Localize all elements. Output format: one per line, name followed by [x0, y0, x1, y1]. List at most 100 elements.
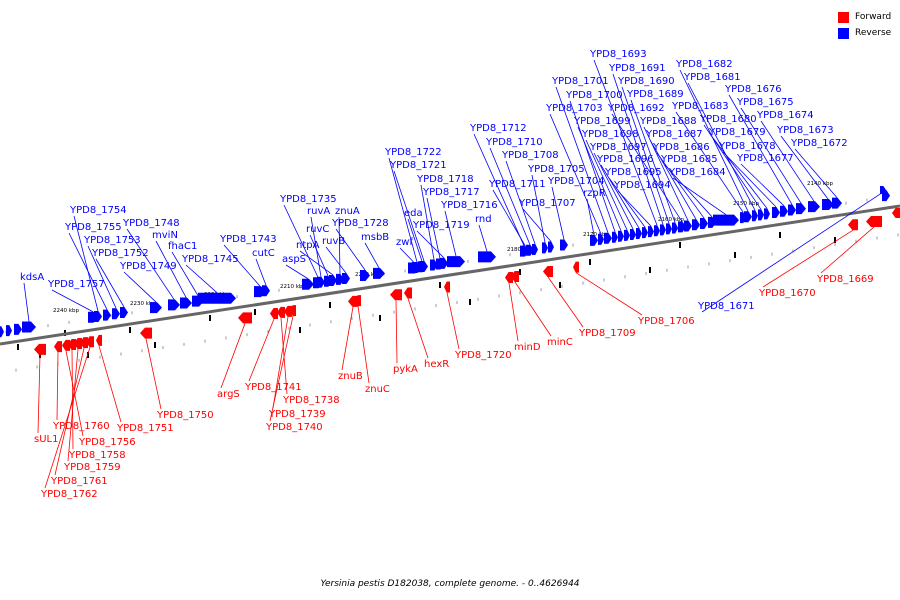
gene-label-ypd8-1716[interactable]: YPD8_1716 [440, 200, 498, 211]
gene-arrow-ypd8-1762[interactable] [86, 336, 94, 348]
gene-arrow-ntpa[interactable] [329, 274, 337, 286]
gene-arrow-minc[interactable] [511, 271, 519, 283]
gene-arrow-ypd8-1686[interactable] [700, 218, 708, 230]
gene-label-ypd8-1680[interactable]: YPD8_1680 [699, 114, 757, 125]
gene-label-asps[interactable]: aspS [282, 254, 306, 265]
gene-label-eda[interactable]: eda [404, 208, 423, 219]
gene-label-mvin[interactable]: mviN [152, 230, 178, 241]
gene-label-ypd8-1704[interactable]: YPD8_1704 [547, 176, 605, 187]
gene-arrow-ypd8-1740[interactable] [290, 305, 296, 317]
gene-arrow-ypd8-1690[interactable] [666, 223, 672, 235]
gene-label-ntpa[interactable]: ntpA [296, 240, 320, 251]
gene-label-ypd8-1689[interactable]: YPD8_1689 [626, 89, 684, 100]
gene-label-ypd8-1674[interactable]: YPD8_1674 [756, 110, 814, 121]
gene-arrow-ypd8-1711[interactable] [522, 245, 528, 257]
gene-arrow-ypd8-1761[interactable] [80, 337, 88, 349]
gene-arrow-ypd8-1741[interactable] [270, 307, 278, 319]
gene-label-msbb[interactable]: msbB [361, 232, 389, 243]
gene-label-rzpr[interactable]: rzpR [583, 188, 606, 199]
gene-arrow-ypd8-1696[interactable] [636, 228, 642, 240]
gene-label-ypd8-1697[interactable]: YPD8_1697 [589, 142, 647, 153]
gene-arrow-ypd8-1698[interactable] [624, 229, 630, 241]
gene-label-znuc[interactable]: znuC [365, 384, 390, 395]
gene-label-ypd8-1718[interactable]: YPD8_1718 [416, 174, 474, 185]
gene-arrow-ypd8-1703[interactable] [598, 233, 604, 245]
gene-arrow-ruvb[interactable] [342, 272, 350, 284]
gene-label-ypd8-1735[interactable]: YPD8_1735 [279, 194, 337, 205]
gene-arrow-ypd8-1683[interactable] [740, 212, 746, 224]
gene-label-ypd8-1751[interactable]: YPD8_1751 [116, 423, 174, 434]
gene-arrow-ypd8-1719[interactable] [440, 257, 448, 269]
gene-label-ypd8-1710[interactable]: YPD8_1710 [485, 137, 543, 148]
gene-label-pyka[interactable]: pykA [393, 364, 418, 375]
gene-label-ypd8-1686[interactable]: YPD8_1686 [652, 142, 710, 153]
gene-arrow-ypd8-1673[interactable] [822, 199, 834, 211]
gene-arrow-ypd8-1675[interactable] [796, 203, 806, 215]
gene-label-ypd8-1681[interactable]: YPD8_1681 [683, 72, 741, 83]
gene-arrow-ypd8-1676[interactable] [788, 204, 796, 216]
gene-arrow-ypd8-1700[interactable] [612, 231, 618, 243]
gene-label-ypd8-1758[interactable]: YPD8_1758 [68, 450, 126, 461]
gene-label-ypd8-1670[interactable]: YPD8_1670 [758, 288, 816, 299]
gene-label-ypd8-1693[interactable]: YPD8_1693 [589, 49, 647, 60]
gene-arrow-ypd8-1694[interactable] [648, 226, 654, 238]
gene-label-ypd8-1719[interactable]: YPD8_1719 [412, 220, 470, 231]
gene-arrow-ypd8-1699[interactable] [618, 230, 624, 242]
gene-label-ypd8-1703[interactable]: YPD8_1703 [545, 103, 603, 114]
gene-label-ypd8-1750[interactable]: YPD8_1750 [156, 410, 214, 421]
gene-label-ypd8-1755[interactable]: YPD8_1755 [64, 222, 122, 233]
gene-arrow-ypd8-1691[interactable] [660, 224, 666, 236]
gene-arrow-ypd8-1745[interactable] [198, 292, 236, 304]
gene-label-ypd8-1673[interactable]: YPD8_1673 [776, 125, 834, 136]
gene-arrow-cutc[interactable] [262, 285, 270, 297]
gene-arrow-ypd8-1677[interactable] [780, 205, 788, 217]
gene-arrow-ypd8-1738[interactable] [277, 306, 285, 318]
gene-label-ypd8-1761[interactable]: YPD8_1761 [50, 476, 108, 487]
gene-arrow-ypd8-1751[interactable] [96, 334, 102, 346]
gene-arrow-ypd8-1669[interactable] [866, 215, 882, 227]
gene-label-ypd8-1708[interactable]: YPD8_1708 [501, 150, 559, 161]
gene-arrow-ypd8-1707[interactable] [548, 241, 554, 253]
gene-arrow-ypd8-1709[interactable] [543, 265, 553, 277]
gene-label-ypd8-1760[interactable]: YPD8_1760 [52, 421, 110, 432]
gene-label-ypd8-1669[interactable]: YPD8_1669 [816, 274, 874, 285]
gene-arrow-ypd8-1749[interactable] [150, 302, 162, 314]
gene-arrow-eda[interactable] [418, 261, 426, 273]
gene-arrow-args[interactable] [238, 312, 252, 324]
gene-label-ypd8-1683[interactable]: YPD8_1683 [671, 101, 729, 112]
gene-label-ypd8-1740[interactable]: YPD8_1740 [265, 422, 323, 433]
gene-label-minc[interactable]: minC [547, 337, 573, 348]
gene-arrow-ypd8-1758[interactable] [68, 338, 76, 350]
gene-arrow-rnd[interactable] [478, 251, 496, 263]
gene-arrow-partial[interactable] [0, 326, 4, 338]
gene-arrow-mind[interactable] [505, 271, 513, 283]
gene-label-znua[interactable]: znuA [335, 206, 360, 217]
gene-label-sul1[interactable]: sUL1 [34, 434, 58, 445]
gene-arrow-sul1[interactable] [34, 343, 46, 355]
gene-arrow-partial[interactable] [880, 186, 886, 194]
gene-label-ypd8-1672[interactable]: YPD8_1672 [790, 138, 848, 149]
gene-label-ypd8-1700[interactable]: YPD8_1700 [565, 90, 623, 101]
gene-label-ypd8-1705[interactable]: YPD8_1705 [527, 164, 585, 175]
gene-label-ypd8-1687[interactable]: YPD8_1687 [645, 129, 703, 140]
gene-arrow-ypd8-1697[interactable] [630, 228, 636, 240]
gene-arrow-ypd8-1693[interactable] [654, 225, 660, 237]
gene-label-ypd8-1688[interactable]: YPD8_1688 [639, 116, 697, 127]
gene-label-ypd8-1701[interactable]: YPD8_1701 [551, 76, 609, 87]
gene-label-ruva[interactable]: ruvA [307, 206, 330, 217]
gene-arrow-ypd8-1680[interactable] [758, 209, 764, 221]
gene-label-ypd8-1685[interactable]: YPD8_1685 [660, 154, 718, 165]
gene-arrow-ypd8-1670[interactable] [848, 219, 858, 231]
gene-label-ypd8-1753[interactable]: YPD8_1753 [83, 235, 141, 246]
gene-label-ypd8-1717[interactable]: YPD8_1717 [422, 187, 480, 198]
gene-label-ypd8-1691[interactable]: YPD8_1691 [608, 63, 666, 74]
gene-arrow-ypd8-1704[interactable] [560, 239, 568, 251]
gene-arrow-ypd8-1739[interactable] [284, 305, 292, 317]
gene-label-ypd8-1712[interactable]: YPD8_1712 [469, 123, 527, 134]
gene-label-ruvc[interactable]: ruvC [306, 224, 329, 235]
gene-arrow-ypd8-1687[interactable] [692, 219, 700, 231]
gene-arrow-partial[interactable] [6, 325, 12, 337]
gene-label-ypd8-1721[interactable]: YPD8_1721 [389, 160, 447, 171]
gene-arrow-ypd8-1689[interactable] [672, 222, 678, 234]
gene-arrow-ypd8-1728[interactable] [360, 270, 370, 282]
